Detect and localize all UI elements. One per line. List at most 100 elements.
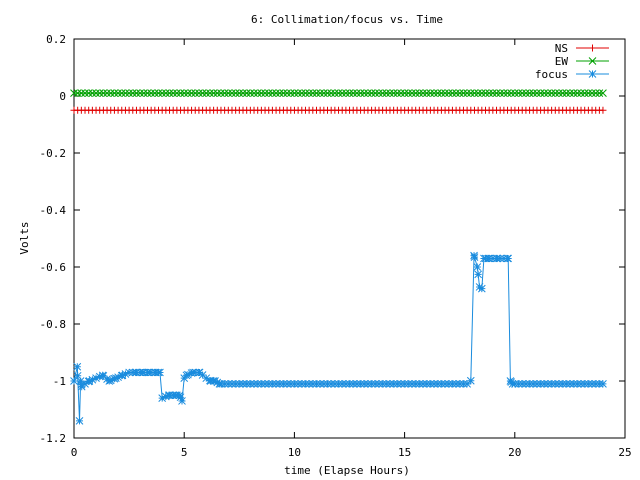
data-point (283, 89, 291, 98)
data-point (419, 89, 427, 98)
data-point (522, 379, 530, 388)
legend-label: EW (555, 55, 569, 68)
data-point (215, 379, 224, 388)
y-tick-label: 0.2 (46, 33, 66, 46)
data-point (580, 89, 589, 98)
data-point (573, 379, 582, 388)
data-point (400, 379, 409, 388)
series-ew (70, 89, 607, 98)
data-point (75, 417, 84, 425)
data-point (105, 377, 114, 385)
data-point (508, 379, 517, 388)
data-point (426, 89, 435, 98)
y-tick-label: -0.4 (40, 204, 67, 217)
y-tick-label: -1 (53, 375, 66, 388)
data-point (272, 89, 280, 98)
data-point (360, 379, 369, 388)
data-point (70, 89, 78, 98)
data-point (138, 368, 147, 377)
data-point (195, 368, 204, 377)
data-point (507, 89, 516, 98)
data-point (511, 89, 519, 98)
data-point (161, 392, 170, 401)
data-point (386, 89, 394, 98)
data-point (455, 379, 464, 388)
data-point (338, 89, 347, 98)
data-point (500, 89, 508, 98)
data-point (176, 89, 185, 98)
data-point (588, 89, 596, 98)
data-point (220, 89, 229, 98)
data-point (139, 89, 148, 98)
data-point (334, 89, 343, 98)
data-point (305, 379, 313, 388)
data-point (496, 89, 505, 98)
data-point (569, 379, 578, 388)
data-point (290, 89, 299, 98)
data-point (180, 89, 189, 98)
data-point (85, 377, 94, 385)
data-point (345, 89, 354, 98)
data-point (477, 89, 486, 98)
data-point (88, 375, 97, 384)
legend-marker (588, 70, 597, 78)
x-tick-label: 25 (618, 446, 631, 459)
data-point (150, 89, 159, 98)
data-point (448, 379, 457, 388)
data-point (261, 379, 269, 388)
data-point (117, 89, 126, 98)
data-point (290, 379, 299, 388)
data-point (375, 379, 383, 388)
data-point (411, 379, 420, 388)
y-tick-label: -0.8 (40, 318, 67, 331)
data-point (569, 89, 578, 98)
data-point (286, 89, 295, 98)
data-point (547, 379, 556, 388)
data-point (389, 379, 398, 388)
data-point (551, 89, 560, 98)
data-point (430, 89, 438, 98)
data-point (504, 254, 513, 263)
data-point (294, 379, 302, 388)
data-point (158, 89, 167, 98)
data-point (319, 379, 328, 388)
data-point (98, 371, 107, 380)
data-point (386, 379, 394, 388)
data-point (577, 379, 585, 388)
data-point (264, 379, 273, 388)
data-point (73, 371, 82, 380)
data-point (474, 270, 483, 279)
plot-frame (73, 38, 626, 439)
data-point (536, 379, 545, 388)
data-point (588, 379, 596, 388)
data-point (81, 89, 89, 98)
data-point (455, 89, 464, 98)
y-tick-label: -0.6 (40, 261, 67, 274)
data-point (228, 379, 236, 388)
x-tick-label: 5 (181, 446, 188, 459)
data-point (211, 377, 219, 385)
data-point (488, 89, 497, 98)
data-point (95, 372, 104, 381)
data-point (184, 89, 192, 98)
data-point (595, 379, 604, 388)
data-point (206, 377, 215, 385)
data-point (514, 379, 523, 388)
data-point (213, 378, 222, 387)
data-point (518, 89, 527, 98)
data-point (143, 89, 152, 98)
data-point (525, 379, 534, 388)
data-point (158, 394, 167, 402)
data-point (448, 89, 457, 98)
data-point (308, 89, 317, 98)
y-tick-label: -1.2 (40, 432, 67, 445)
data-point (551, 379, 560, 388)
data-point (503, 89, 512, 98)
data-point (92, 374, 100, 383)
data-point (566, 379, 574, 388)
data-point (327, 379, 336, 388)
data-point (349, 379, 358, 388)
data-point (279, 89, 288, 98)
data-point (110, 89, 119, 98)
